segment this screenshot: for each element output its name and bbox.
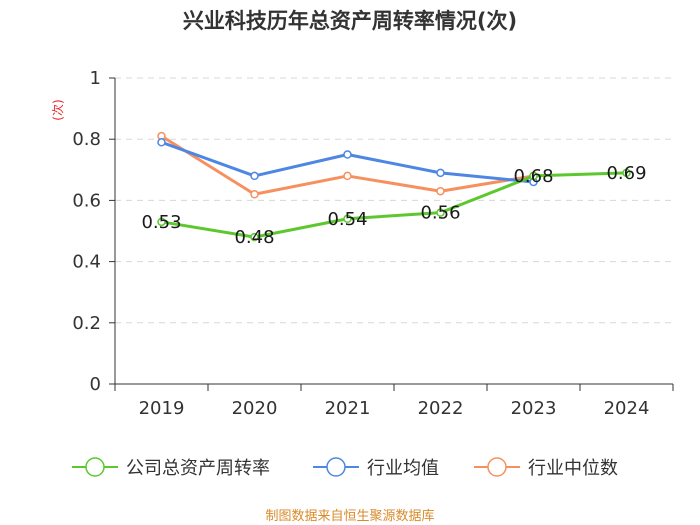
legend-item-0[interactable]: 公司总资产周转率 bbox=[72, 457, 270, 479]
series-point-1 bbox=[436, 168, 445, 178]
data-label: 0.53 bbox=[141, 212, 181, 233]
y-tick-label: 0.4 bbox=[72, 252, 101, 273]
series-layer bbox=[157, 131, 631, 242]
series-point-0 bbox=[436, 208, 445, 217]
grid-lines bbox=[115, 77, 673, 324]
series-point-0 bbox=[529, 171, 538, 181]
data-label: 0.68 bbox=[513, 166, 553, 187]
series-point-1 bbox=[343, 150, 352, 159]
x-tick-label: 2021 bbox=[325, 398, 371, 419]
x-tick-label: 2022 bbox=[418, 398, 464, 419]
legend[interactable]: 公司总资产周转率 行业均值 行业中位数 bbox=[72, 457, 618, 479]
legend-label: 行业中位数 bbox=[528, 458, 618, 479]
x-tick-label: 2019 bbox=[139, 398, 185, 419]
y-tick-label: 1 bbox=[90, 68, 101, 89]
x-tick-label: 2023 bbox=[511, 398, 557, 419]
series-line-2 bbox=[160, 134, 534, 196]
legend-swatch-marker bbox=[487, 457, 507, 477]
x-tick-label: 2020 bbox=[232, 398, 278, 419]
series-point-1 bbox=[157, 138, 166, 147]
legend-swatch-marker bbox=[85, 457, 105, 477]
series-point-1 bbox=[250, 171, 259, 181]
y-tick-label: 0.2 bbox=[72, 313, 101, 334]
series-point-2 bbox=[436, 186, 445, 196]
chart-title: 兴业科技历年总资产周转率情况(次) bbox=[183, 9, 517, 33]
series-point-0 bbox=[343, 214, 352, 224]
data-labels: 0.53 0.48 0.54 0.56 0.68 0.69 bbox=[141, 163, 646, 248]
legend-label: 公司总资产周转率 bbox=[126, 458, 270, 479]
y-tick-label: 0.8 bbox=[72, 129, 101, 150]
y-tick-label: 0 bbox=[90, 374, 101, 395]
legend-swatch-marker bbox=[326, 457, 346, 477]
source-note: 制图数据来自恒生聚源数据库 bbox=[265, 508, 434, 524]
series-point-2 bbox=[343, 171, 352, 181]
series-point-0 bbox=[157, 217, 166, 227]
series-point-0 bbox=[622, 168, 631, 178]
series-line-0 bbox=[161, 171, 627, 239]
axes: 0 0.2 0.4 0.6 0.8 1 2019 2020 2021 2022 2023 2024 bbox=[72, 68, 674, 419]
x-tick-label: 2024 bbox=[604, 398, 650, 419]
series-point-2 bbox=[250, 190, 259, 199]
legend-item-1[interactable]: 行业均值 bbox=[313, 457, 439, 479]
legend-item-2[interactable]: 行业中位数 bbox=[474, 457, 618, 479]
data-label: 0.69 bbox=[606, 163, 646, 184]
series-point-0 bbox=[250, 232, 259, 242]
data-label: 0.54 bbox=[327, 209, 367, 230]
data-label: 0.56 bbox=[420, 203, 460, 224]
y-tick-label: 0.6 bbox=[72, 190, 101, 211]
y-axis-label: (次) bbox=[51, 99, 65, 120]
legend-label: 行业均值 bbox=[367, 458, 439, 479]
data-label: 0.48 bbox=[234, 227, 274, 248]
